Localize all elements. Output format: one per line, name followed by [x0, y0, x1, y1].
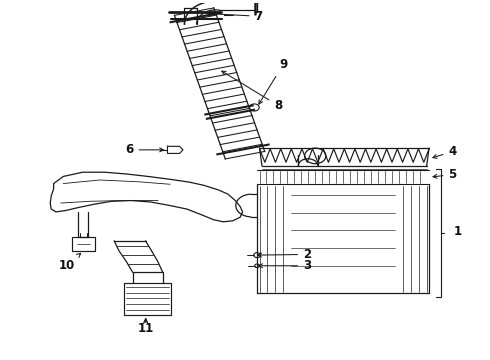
Text: 3: 3	[259, 259, 311, 272]
Text: 9: 9	[259, 58, 287, 104]
Text: 5: 5	[433, 168, 457, 181]
Text: 1: 1	[453, 225, 462, 238]
Text: 11: 11	[138, 319, 154, 336]
Bar	[72, 237, 96, 251]
Text: 7: 7	[208, 10, 263, 23]
Text: 8: 8	[222, 71, 282, 112]
Text: 4: 4	[433, 145, 457, 158]
Bar	[124, 283, 172, 315]
Text: 6: 6	[125, 143, 164, 156]
Text: 2: 2	[258, 248, 311, 261]
Text: 10: 10	[58, 253, 81, 271]
